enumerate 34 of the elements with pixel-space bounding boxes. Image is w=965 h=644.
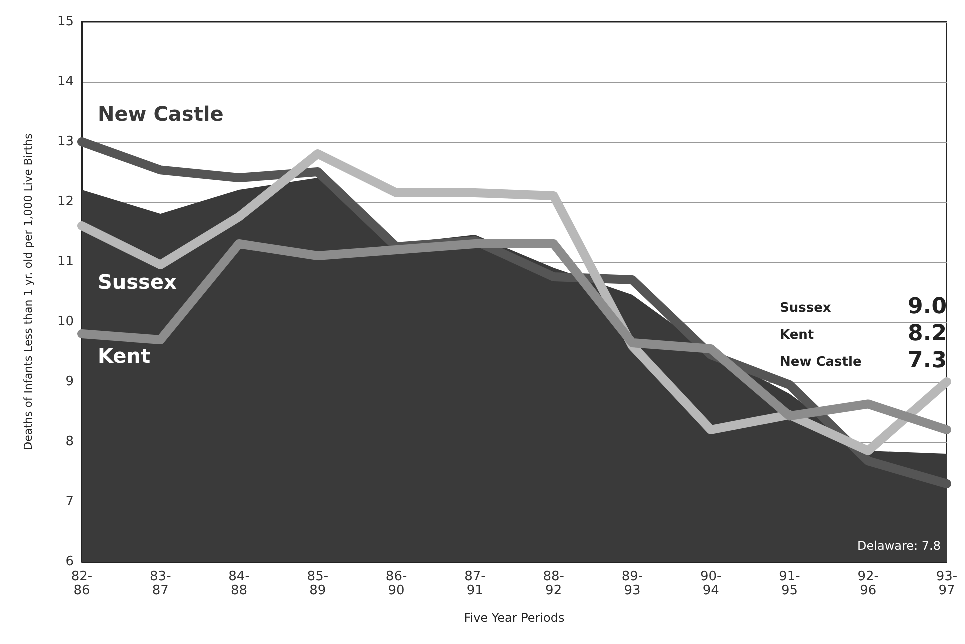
annotation: New Castle: [780, 355, 862, 370]
annotation: Sussex: [780, 301, 832, 316]
annotation: 7.3: [908, 348, 948, 374]
series-label: New Castle: [98, 102, 224, 126]
x-tick-label: 88- 92: [543, 570, 565, 598]
x-tick-label: 92- 96: [858, 570, 880, 598]
annotation: 8.2: [908, 322, 948, 346]
annotation: Kent: [780, 328, 814, 343]
y-tick-label: 10: [57, 314, 74, 330]
x-axis-title: Five Year Periods: [464, 611, 565, 625]
x-tick-label: 86- 90: [386, 570, 408, 598]
x-tick-label: 84- 88: [228, 570, 250, 598]
x-tick-label: 85- 89: [307, 570, 329, 598]
y-tick-label: 14: [57, 74, 74, 90]
y-tick-label: 13: [57, 134, 74, 150]
y-tick-label: 9: [66, 374, 74, 390]
series-label: Sussex: [98, 270, 178, 294]
y-tick-label: 8: [66, 434, 74, 450]
y-tick-label: 11: [57, 254, 74, 270]
x-tick-label: 83- 87: [150, 570, 172, 598]
x-tick-label: 90- 94: [700, 570, 722, 598]
x-tick-label: 91- 95: [779, 570, 801, 598]
y-axis-title: Deaths of Infants Less than 1 yr. old per 1,000 Live Births: [22, 133, 35, 450]
y-tick-label: 12: [57, 194, 74, 210]
y-tick-label: 15: [57, 14, 74, 30]
x-tick-label: 82- 86: [71, 570, 93, 598]
y-tick-label: 7: [66, 494, 74, 510]
x-tick-label: 93- 97: [936, 570, 958, 598]
y-tick-label: 6: [66, 554, 74, 570]
series-label: Kent: [98, 344, 151, 368]
x-tick-label: 87- 91: [464, 570, 486, 598]
x-tick-label: 89- 93: [622, 570, 644, 598]
annotation: 9.0: [908, 294, 948, 320]
annotation: Delaware: 7.8: [858, 539, 942, 553]
